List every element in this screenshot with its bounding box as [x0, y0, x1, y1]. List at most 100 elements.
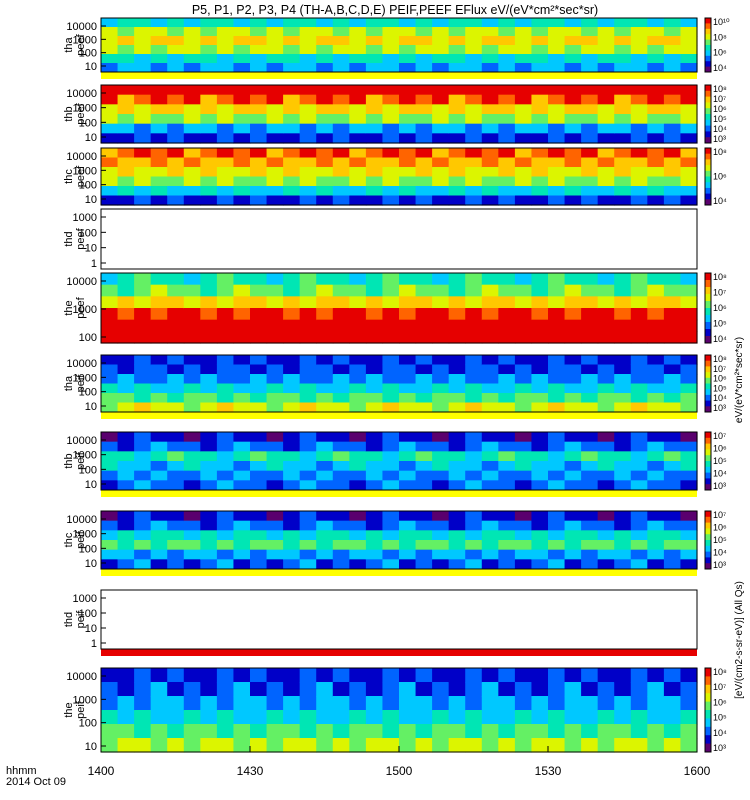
- heatmap-cell: [266, 273, 284, 286]
- heatmap-cell: [250, 682, 268, 697]
- heatmap-cell: [498, 374, 516, 385]
- heatmap-cell: [614, 432, 632, 443]
- heatmap-cell: [581, 284, 599, 297]
- heatmap-cell: [614, 402, 632, 413]
- heatmap-cell: [465, 668, 483, 683]
- heatmap-cell: [581, 461, 599, 472]
- heatmap-cell: [266, 724, 284, 739]
- heatmap-cell: [266, 559, 284, 570]
- heatmap-cell: [134, 511, 152, 522]
- heatmap-cell: [167, 94, 185, 105]
- heatmap-cell: [514, 133, 533, 144]
- heatmap-cell: [216, 511, 235, 522]
- heatmap-cell: [316, 45, 334, 55]
- heatmap-cell: [200, 319, 218, 332]
- heatmap-cell: [581, 480, 599, 491]
- heatmap-cell: [299, 36, 317, 46]
- heatmap-cell: [349, 186, 367, 197]
- heatmap-cell: [216, 355, 235, 366]
- heatmap-cell: [465, 133, 483, 144]
- heatmap-cell: [581, 383, 599, 394]
- colorbar-frame: [704, 431, 712, 491]
- heatmap-cell: [514, 511, 533, 522]
- heatmap-cell: [150, 157, 168, 168]
- heatmap-cell: [498, 45, 516, 55]
- heatmap-cell: [365, 461, 384, 472]
- heatmap-cell: [134, 480, 152, 491]
- heatmap-cell: [481, 738, 499, 753]
- heatmap-cell: [432, 374, 450, 385]
- heatmap-cell: [432, 470, 450, 481]
- heatmap-cell: [514, 355, 533, 366]
- heatmap-cell: [134, 559, 152, 570]
- heatmap-cell: [382, 85, 400, 96]
- heatmap-cell: [548, 738, 566, 753]
- heatmap-cell: [101, 470, 119, 481]
- heatmap-cell: [101, 710, 119, 725]
- heatmap-cell: [680, 530, 698, 541]
- heatmap-cell: [266, 27, 284, 37]
- heatmap-cell: [365, 157, 384, 168]
- heatmap-cell: [647, 296, 665, 309]
- heatmap-cell: [299, 364, 317, 375]
- heatmap-cell: [432, 94, 450, 105]
- heatmap-cell: [200, 364, 218, 375]
- heatmap-cell: [117, 133, 135, 144]
- heatmap-cell: [399, 176, 417, 187]
- heatmap-cell: [382, 393, 400, 404]
- heatmap-cell: [283, 27, 301, 37]
- heatmap-cell: [498, 432, 516, 443]
- heatmap-cell: [680, 104, 698, 115]
- heatmap-cell: [167, 148, 185, 159]
- heatmap-cell: [167, 167, 185, 178]
- heatmap-cell: [531, 331, 549, 344]
- heatmap-cell: [382, 195, 400, 206]
- heatmap-cell: [349, 441, 367, 452]
- heatmap-cell: [498, 331, 516, 344]
- heatmap-cell: [382, 724, 400, 739]
- y-axis-label: thdpeif: [63, 610, 87, 629]
- heatmap-cell: [332, 724, 350, 739]
- heatmap-cell: [365, 432, 384, 443]
- heatmap-cell: [183, 402, 201, 413]
- heatmap-cell: [365, 319, 384, 332]
- heatmap-cell: [630, 167, 648, 178]
- heatmap-cell: [216, 45, 235, 55]
- heatmap-cell: [614, 85, 632, 96]
- heatmap-cell: [365, 27, 384, 37]
- colorbar-swatch: [705, 449, 711, 456]
- heatmap-cell: [101, 45, 119, 55]
- heatmap-cell: [399, 559, 417, 570]
- heatmap-cell: [614, 393, 632, 404]
- heatmap-cell: [531, 157, 549, 168]
- heatmap-cell: [382, 284, 400, 297]
- heatmap-cell: [150, 195, 168, 206]
- heatmap-cell: [415, 54, 433, 64]
- y-tick-label: 100: [79, 464, 97, 476]
- heatmap-cell: [663, 186, 682, 197]
- heatmap-cell: [597, 45, 615, 55]
- heatmap-cell: [134, 540, 152, 551]
- heatmap-cell: [266, 123, 284, 134]
- panel-frame: [100, 208, 698, 270]
- heatmap-cell: [514, 63, 533, 73]
- heatmap-cell: [365, 284, 384, 297]
- heatmap-cell: [581, 18, 599, 28]
- heatmap-cell: [200, 296, 218, 309]
- colorbar-tick-label: 10⁶: [713, 374, 727, 384]
- heatmap-cell: [316, 319, 334, 332]
- heatmap-cell: [167, 186, 185, 197]
- heatmap-cell: [597, 186, 615, 197]
- heatmap-cell: [101, 355, 119, 366]
- heatmap-cell: [415, 273, 433, 286]
- heatmap-cell: [630, 63, 648, 73]
- heatmap-cell: [415, 85, 433, 96]
- colorbar-swatch: [705, 66, 711, 73]
- heatmap-cell: [663, 27, 682, 37]
- heatmap-cell: [101, 54, 119, 64]
- heatmap-cell: [332, 133, 350, 144]
- colorbar-swatch: [705, 165, 711, 172]
- heatmap-cell: [200, 167, 218, 178]
- heatmap-cell: [448, 167, 466, 178]
